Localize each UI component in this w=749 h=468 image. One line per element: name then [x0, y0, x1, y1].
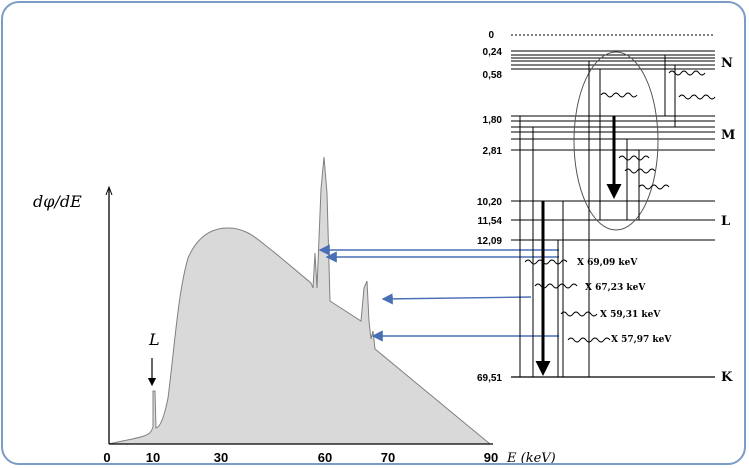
transition-label-2: X 67,23 keV [585, 283, 646, 293]
level-10-20: 10,20 [477, 197, 502, 208]
energy-level-diagram [511, 34, 716, 378]
x-tick-10: 10 [146, 450, 160, 465]
transition-label-1: X 69,09 keV [577, 258, 638, 268]
level-2-81: 2,81 [483, 146, 503, 157]
shell-label-l: L [721, 214, 730, 229]
l-peak-label: L [148, 330, 160, 349]
shell-label-n: N [721, 56, 733, 71]
spectrum-diagram: dφ/dE 0 10 30 60 70 90 E (keV) L [33, 30, 735, 465]
x-tick-60: 60 [318, 450, 332, 465]
transition-label-4: X 57,97 keV [611, 335, 672, 345]
bremsstrahlung-spectrum [108, 156, 492, 445]
level-1-80: 1,80 [483, 115, 503, 126]
level-0-58: 0,58 [483, 70, 503, 81]
shell-label-k: K [721, 370, 733, 385]
transition-label-3: X 59,31 keV [600, 310, 661, 320]
level-11-54: 11,54 [478, 216, 503, 227]
x-tick-0: 0 [103, 450, 110, 465]
x-tick-70: 70 [381, 450, 395, 465]
y-axis-label: dφ/dE [33, 192, 82, 211]
shell-label-m: M [721, 128, 735, 143]
level-0: 0 [488, 30, 494, 41]
level-12-09: 12,09 [477, 236, 502, 247]
x-tick-30: 30 [214, 450, 228, 465]
level-0-24: 0,24 [483, 47, 503, 58]
x-axis-unit-label: E (keV) [506, 451, 556, 465]
x-tick-90: 90 [484, 450, 498, 465]
level-69-51: 69,51 [477, 373, 502, 384]
link-arrow-3 [381, 293, 532, 305]
